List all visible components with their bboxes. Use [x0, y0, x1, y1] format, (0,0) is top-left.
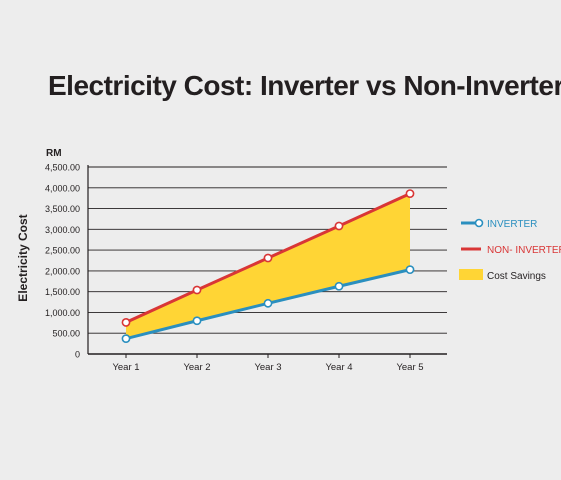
y-tick-label: 1,500.00	[45, 287, 80, 297]
y-tick-label: 0	[75, 350, 80, 360]
y-tick-label: 3,000.00	[45, 225, 80, 235]
y-tick-label: 1,000.00	[45, 308, 80, 318]
legend: INVERTER NON- INVERTER Cost Savings	[459, 218, 561, 282]
non-inverter-point	[405, 189, 415, 198]
y-tick-label: 3,500.00	[45, 204, 80, 214]
x-tick-label: Year 4	[325, 362, 352, 373]
y-tick-label: 2,500.00	[45, 246, 80, 256]
x-tick-label: Year 1	[112, 362, 139, 373]
inverter-point	[263, 298, 273, 308]
y-unit-label: RM	[46, 148, 62, 159]
non-inverter-point	[263, 253, 273, 263]
x-tick-label: Year 2	[183, 362, 210, 373]
inverter-point	[121, 334, 131, 344]
non-inverter-point	[334, 221, 344, 231]
y-tick-label: 2,000.00	[45, 266, 80, 276]
chart-title: Electricity Cost: Inverter vs Non-Invert…	[48, 70, 561, 101]
inverter-point	[405, 265, 415, 275]
cost-savings-area	[126, 193, 410, 339]
non-inverter-point	[121, 318, 131, 327]
non-inverter-point	[192, 285, 202, 295]
series-layer	[121, 189, 415, 344]
x-tick-label: Year 3	[254, 362, 281, 373]
legend-inverter-marker	[474, 218, 484, 228]
y-tick-label: 500.00	[52, 329, 80, 339]
legend-inverter-label: INVERTER	[487, 219, 537, 230]
legend-non-inverter-label: NON- INVERTER	[487, 245, 561, 256]
axis-text-layer: 0 500.00 1,000.00 1,500.00 2,000.00 2,500.00 3…	[45, 163, 424, 374]
y-tick-label: 4,500.00	[45, 163, 80, 173]
y-tick-label: 4,000.00	[45, 183, 80, 193]
y-axis-label: Electricity Cost	[16, 214, 30, 301]
legend-cost-savings-label: Cost Savings	[487, 271, 546, 282]
inverter-point	[334, 281, 344, 291]
legend-cost-savings-swatch	[459, 269, 483, 280]
inverter-point	[192, 316, 202, 326]
x-tick-label: Year 5	[396, 362, 423, 373]
area-layer	[126, 193, 410, 339]
